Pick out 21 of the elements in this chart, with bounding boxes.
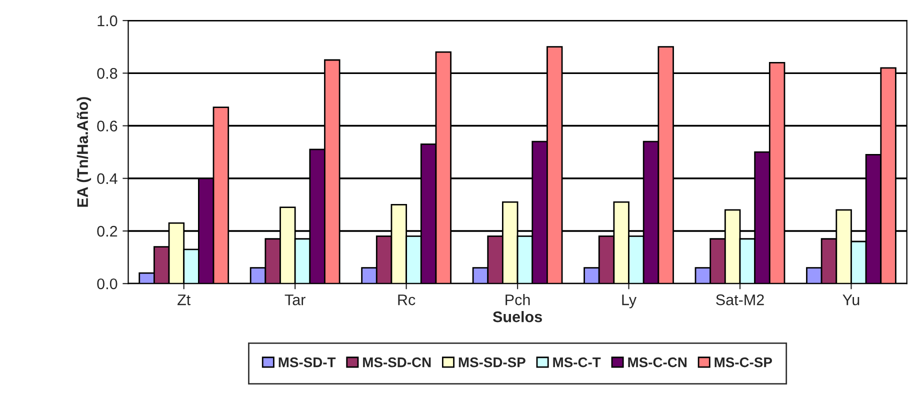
legend-label: MS-C-SP bbox=[714, 357, 772, 368]
y-axis-title: EA (Tn/Ha.Año) bbox=[76, 97, 92, 207]
y-tick-label: 0.2 bbox=[97, 226, 118, 237]
x-axis-title: Suelos bbox=[492, 311, 542, 322]
legend-label: MS-SD-CN bbox=[363, 357, 431, 368]
legend-label: MS-SD-T bbox=[278, 357, 336, 368]
x-tick-label: Yu bbox=[842, 294, 860, 306]
x-tick-label: Pch bbox=[506, 294, 530, 306]
x-tick-label: Tar bbox=[284, 294, 306, 306]
x-tick-label: Zt bbox=[178, 294, 191, 306]
x-tick-label: Ly bbox=[622, 294, 637, 308]
y-tick-label: 0.0 bbox=[97, 278, 118, 290]
legend-label: MS-SD-SP bbox=[458, 357, 526, 368]
x-tick-label: Rc bbox=[398, 294, 416, 306]
legend-label: MS-C-CN bbox=[628, 357, 686, 368]
legend-label: MS-C-T bbox=[553, 357, 601, 368]
y-tick-label: 0.4 bbox=[97, 173, 118, 184]
x-tick-label: Sat-M2 bbox=[716, 294, 764, 306]
y-tick-label: 0.8 bbox=[97, 68, 118, 79]
y-tick-label: 1.0 bbox=[98, 15, 118, 26]
y-tick-label: 0.6 bbox=[97, 120, 118, 132]
